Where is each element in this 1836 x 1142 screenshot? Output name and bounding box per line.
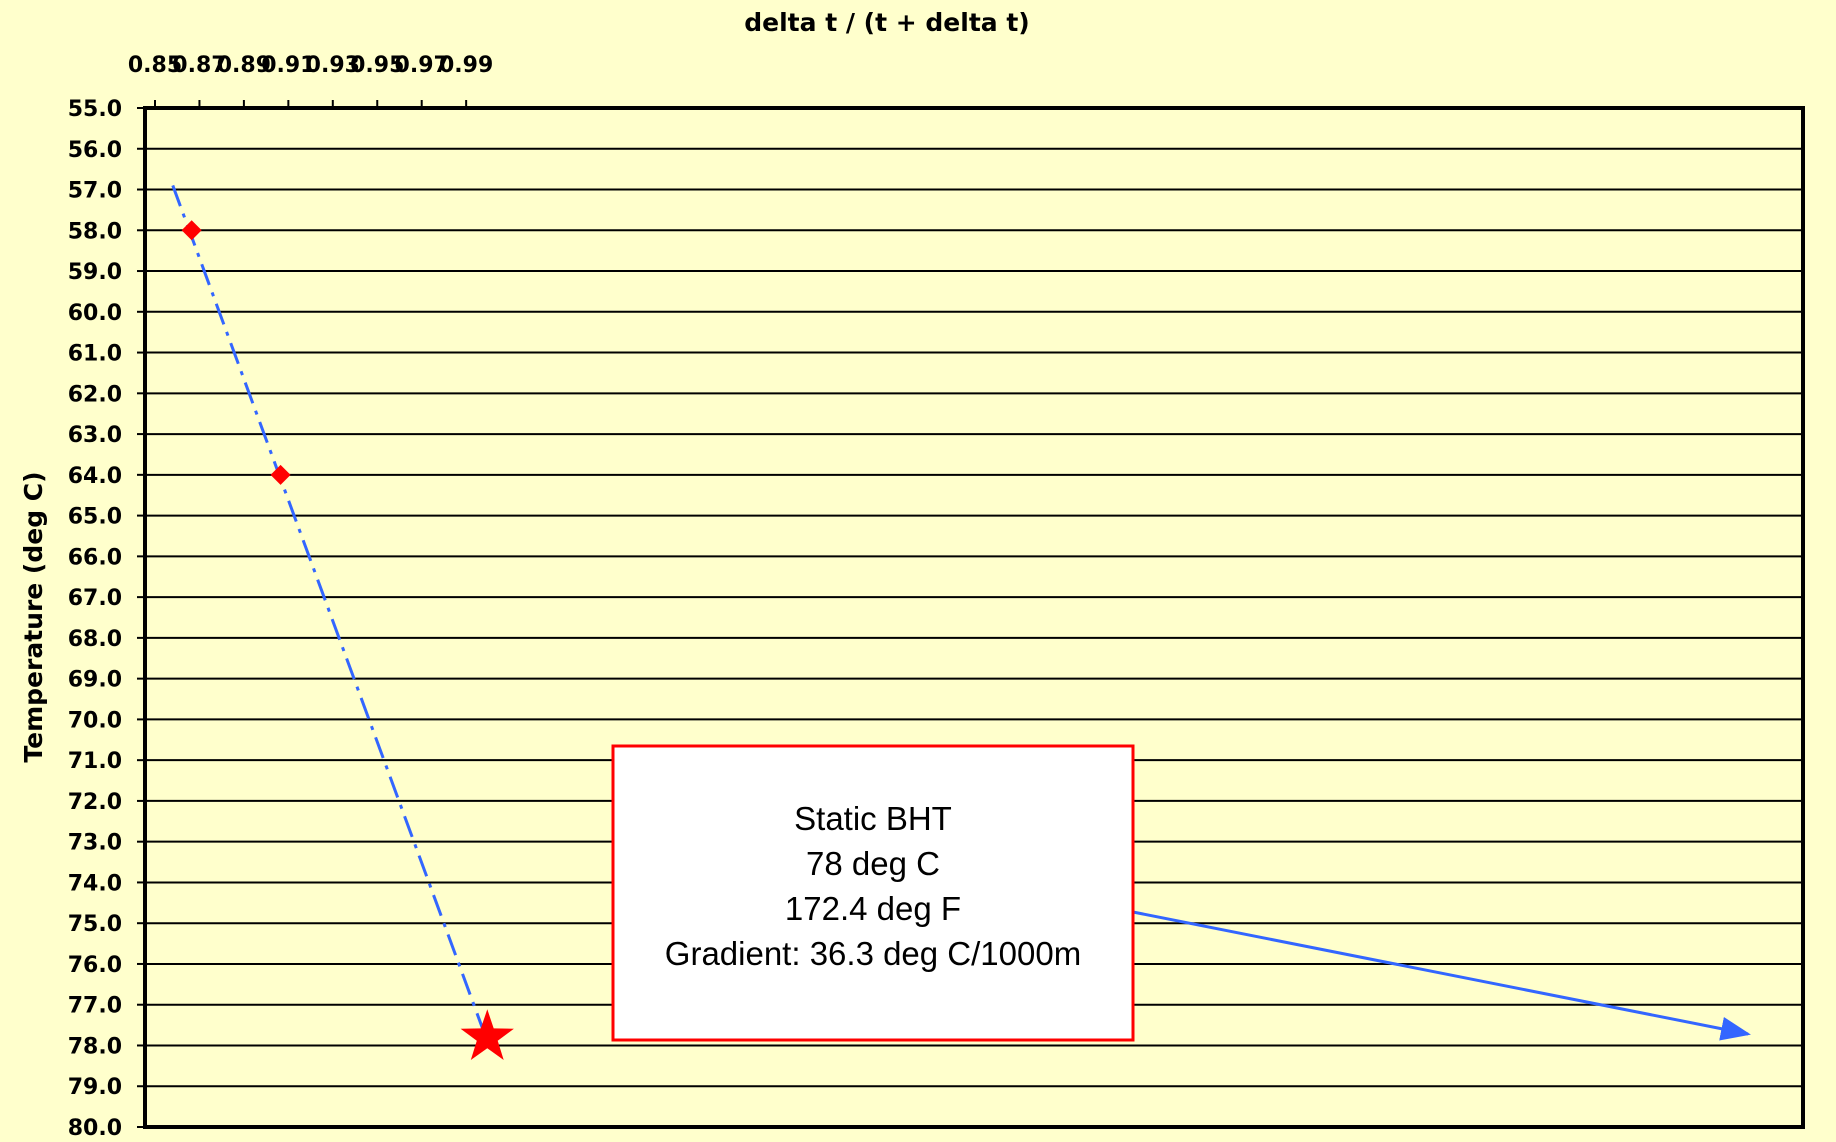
x-tick-label: 0.97: [395, 53, 449, 78]
series-layer: [171, 184, 514, 1060]
annotation-line: 78 deg C: [806, 845, 940, 882]
x-tick-label: 0.93: [306, 53, 360, 78]
y-tick-label: 69.0: [68, 668, 122, 693]
x-tick-label: 0.95: [350, 53, 404, 78]
y-tick-label: 73.0: [68, 831, 122, 856]
x-tick-label: 0.91: [261, 53, 315, 78]
annotation-line: Static BHT: [794, 800, 952, 837]
y-axis-title: Temperature (deg C): [19, 471, 48, 762]
y-tick-label: 59.0: [68, 260, 122, 285]
y-tick-label: 70.0: [68, 708, 122, 733]
annotation-arrow: [1132, 910, 1751, 1041]
data-point: [270, 464, 291, 485]
y-tick-label: 77.0: [68, 994, 122, 1019]
y-tick-label: 72.0: [68, 790, 122, 815]
y-tick-label: 76.0: [68, 953, 122, 978]
y-tick-label: 75.0: [68, 912, 122, 937]
x-tick-label: 0.87: [172, 53, 226, 78]
y-tick-label: 74.0: [68, 871, 122, 896]
y-axis: 55.0 56.0 57.0 58.0 59.0 60.0 61.0 62.0 63.0 64.0…: [68, 97, 145, 1141]
y-tick-label: 71.0: [68, 749, 122, 774]
y-tick-label: 60.0: [68, 301, 122, 326]
y-tick-label: 61.0: [68, 342, 122, 367]
y-tick-label: 78.0: [68, 1034, 122, 1059]
y-tick-label: 56.0: [68, 138, 122, 163]
y-tick-label: 66.0: [68, 545, 122, 570]
annotation: Static BHT 78 deg C 172.4 deg F Gradient: 3…: [611, 744, 1751, 1042]
x-axis-title: delta t / (t + delta t): [744, 8, 1030, 37]
y-tick-label: 64.0: [68, 464, 122, 489]
data-point: [181, 220, 202, 241]
annotation-line: 172.4 deg F: [785, 890, 961, 927]
static-bht-star: [460, 1009, 514, 1060]
x-tick-label: 0.99: [439, 53, 493, 78]
y-tick-label: 58.0: [68, 219, 122, 244]
annotation-line: Gradient: 36.3 deg C/1000m: [665, 935, 1081, 972]
annotation-box: [611, 744, 1135, 1042]
y-tick-label: 57.0: [68, 179, 122, 204]
y-tick-label: 67.0: [68, 586, 122, 611]
y-tick-label: 68.0: [68, 627, 122, 652]
y-tick-label: 80.0: [68, 1116, 122, 1141]
plot-area-border: [143, 106, 1805, 1129]
y-tick-label: 55.0: [68, 97, 122, 122]
x-tick-label: 0.89: [217, 53, 271, 78]
x-tick-label: 0.85: [128, 53, 182, 78]
x-axis: 0.850.870.890.910.930.950.970.99: [128, 53, 493, 108]
y-tick-label: 79.0: [68, 1075, 122, 1100]
y-tick-label: 65.0: [68, 505, 122, 530]
y-tick-label: 62.0: [68, 382, 122, 407]
y-tick-label: 63.0: [68, 423, 122, 448]
